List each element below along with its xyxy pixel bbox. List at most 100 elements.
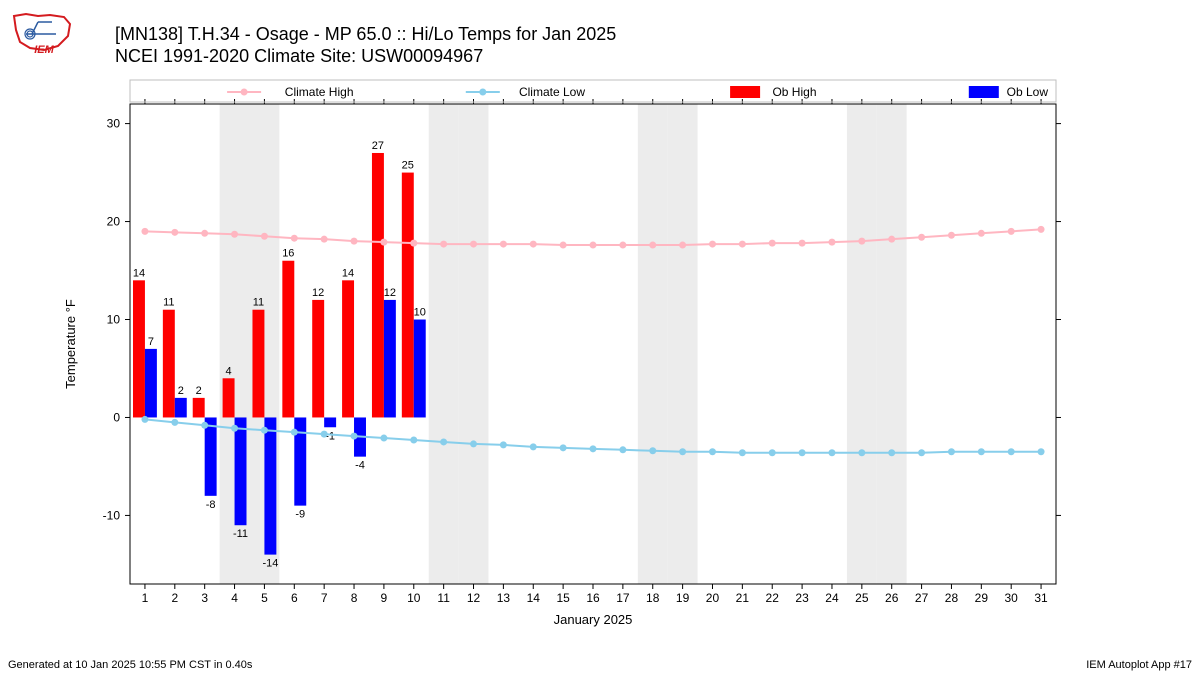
climate-low-line-marker — [948, 448, 955, 455]
climate-high-line-marker — [619, 242, 626, 249]
temperature-chart: [MN138] T.H.34 - Osage - MP 65.0 :: Hi/L… — [0, 0, 1200, 675]
svg-text:24: 24 — [825, 591, 839, 605]
svg-text:-11: -11 — [233, 528, 248, 540]
climate-high-line-marker — [1008, 228, 1015, 235]
climate-high-line-marker — [141, 228, 148, 235]
climate-high-line-marker — [649, 242, 656, 249]
climate-high-line-marker — [380, 239, 387, 246]
svg-text:16: 16 — [282, 248, 294, 260]
ob-high-bar — [223, 378, 235, 417]
climate-low-line-marker — [590, 445, 597, 452]
climate-high-line-marker — [948, 232, 955, 239]
legend-label: Climate High — [285, 85, 354, 99]
svg-text:-4: -4 — [355, 460, 365, 472]
svg-text:27: 27 — [915, 591, 929, 605]
ob-low-bar — [145, 349, 157, 418]
climate-high-line-marker — [769, 240, 776, 247]
svg-text:0: 0 — [113, 410, 120, 424]
climate-low-line-marker — [978, 448, 985, 455]
svg-text:12: 12 — [384, 287, 396, 299]
svg-text:11: 11 — [163, 297, 174, 309]
svg-text:4: 4 — [226, 365, 232, 377]
svg-text:21: 21 — [736, 591, 750, 605]
climate-low-line-marker — [888, 449, 895, 456]
climate-low-line-marker — [141, 416, 148, 423]
svg-text:2: 2 — [171, 591, 178, 605]
climate-low-line-marker — [261, 427, 268, 434]
svg-text:4: 4 — [231, 591, 238, 605]
svg-text:7: 7 — [148, 336, 154, 348]
climate-low-line-marker — [410, 437, 417, 444]
ob-high-bar — [252, 310, 264, 418]
ob-high-bar — [193, 398, 205, 418]
ob-low-bar — [205, 417, 217, 495]
climate-high-line-marker — [321, 236, 328, 243]
svg-text:30: 30 — [1005, 591, 1019, 605]
svg-text:13: 13 — [497, 591, 511, 605]
svg-text:10: 10 — [414, 307, 426, 319]
svg-text:23: 23 — [795, 591, 809, 605]
climate-high-line-marker — [530, 241, 537, 248]
svg-text:8: 8 — [351, 591, 358, 605]
svg-text:14: 14 — [133, 267, 145, 279]
svg-text:29: 29 — [975, 591, 989, 605]
climate-high-line-marker — [918, 234, 925, 241]
climate-low-line-marker — [709, 448, 716, 455]
ob-high-bar — [402, 173, 414, 418]
svg-text:[MN138] T.H.34 - Osage - MP 65: [MN138] T.H.34 - Osage - MP 65.0 :: Hi/L… — [115, 24, 616, 44]
climate-low-line-marker — [858, 449, 865, 456]
svg-text:18: 18 — [646, 591, 660, 605]
svg-text:16: 16 — [586, 591, 600, 605]
climate-high-line-marker — [679, 242, 686, 249]
legend-label: Climate Low — [519, 85, 585, 99]
climate-low-line-marker — [530, 443, 537, 450]
climate-low-line-marker — [321, 431, 328, 438]
svg-text:9: 9 — [381, 591, 388, 605]
climate-high-line-marker — [231, 231, 238, 238]
ob-high-bar — [163, 310, 175, 418]
climate-high-line-marker — [410, 240, 417, 247]
svg-text:5: 5 — [261, 591, 268, 605]
weekend-band — [847, 104, 877, 584]
climate-high-line-marker — [261, 233, 268, 240]
svg-text:2: 2 — [178, 385, 184, 397]
climate-high-line-marker — [500, 241, 507, 248]
svg-text:-14: -14 — [262, 558, 278, 570]
climate-low-line-marker — [1008, 448, 1015, 455]
svg-text:Temperature °F: Temperature °F — [63, 299, 78, 389]
climate-low-line-marker — [1038, 448, 1045, 455]
climate-high-line-marker — [560, 242, 567, 249]
svg-text:10: 10 — [407, 591, 421, 605]
ob-high-bar — [372, 153, 384, 417]
svg-text:12: 12 — [467, 591, 481, 605]
climate-low-line-marker — [828, 449, 835, 456]
svg-text:26: 26 — [885, 591, 899, 605]
footer-generated: Generated at 10 Jan 2025 10:55 PM CST in… — [8, 659, 252, 671]
svg-text:2: 2 — [196, 385, 202, 397]
ob-high-bar — [342, 280, 354, 417]
svg-text:January 2025: January 2025 — [554, 612, 633, 627]
svg-text:28: 28 — [945, 591, 959, 605]
svg-text:3: 3 — [201, 591, 208, 605]
svg-text:14: 14 — [527, 591, 541, 605]
footer-app: IEM Autoplot App #17 — [1086, 659, 1192, 671]
svg-text:NCEI 1991-2020 Climate Site: U: NCEI 1991-2020 Climate Site: USW00094967 — [115, 46, 483, 66]
svg-text:30: 30 — [107, 117, 121, 131]
climate-low-line-marker — [649, 447, 656, 454]
climate-low-line-marker — [231, 425, 238, 432]
climate-high-line-marker — [739, 241, 746, 248]
climate-high-line-marker — [709, 241, 716, 248]
svg-text:20: 20 — [107, 215, 121, 229]
climate-high-line-marker — [1038, 226, 1045, 233]
legend-label: Ob High — [772, 85, 816, 99]
climate-low-line-marker — [470, 440, 477, 447]
svg-text:31: 31 — [1034, 591, 1048, 605]
climate-high-line-marker — [171, 229, 178, 236]
climate-high-line-marker — [470, 241, 477, 248]
svg-text:25: 25 — [855, 591, 869, 605]
climate-low-line-marker — [769, 449, 776, 456]
ob-low-bar — [175, 398, 187, 418]
climate-high-line-marker — [828, 239, 835, 246]
climate-high-line-marker — [978, 230, 985, 237]
svg-text:27: 27 — [372, 140, 384, 152]
